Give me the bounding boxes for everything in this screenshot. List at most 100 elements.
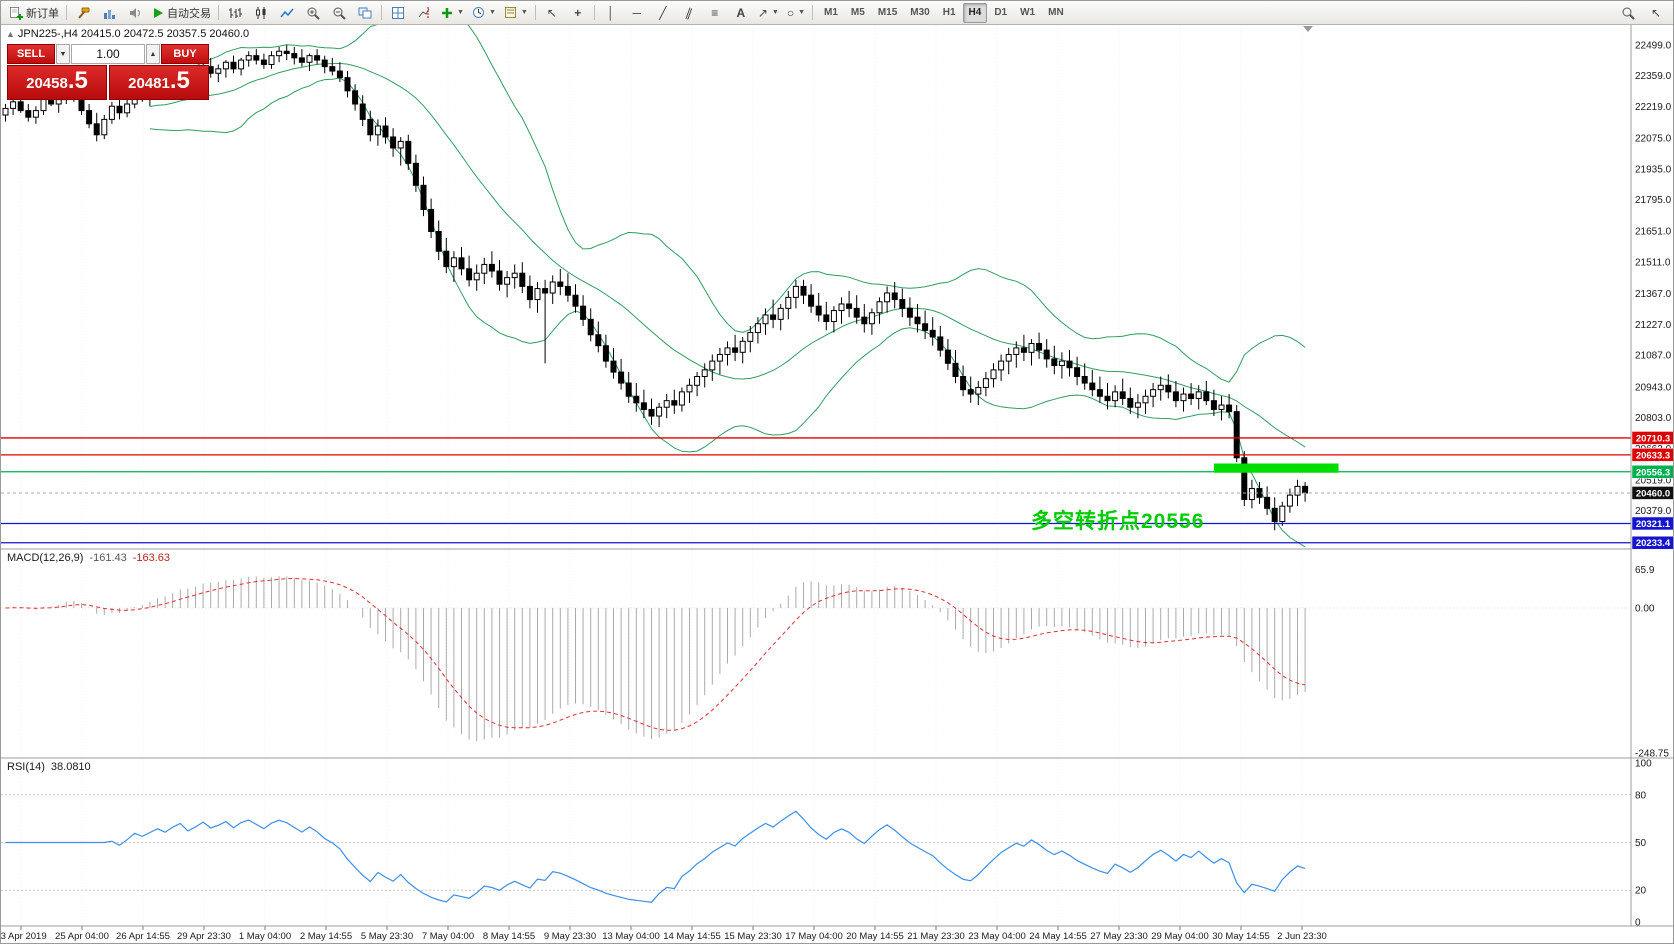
- chart-area: 23 Apr 2019 25 Apr 04:00 26 Apr 14:55 29 Ap…: [1, 25, 1674, 944]
- svg-text:20321.1: 20321.1: [1636, 519, 1671, 530]
- svg-text:50: 50: [1635, 838, 1647, 849]
- period-selector-button[interactable]: ▼: [468, 2, 500, 24]
- toolbar: 新订单 自动交易 ▼ ▼ ▼ ↖ + │ ─ ╱ ∥ ≡ A ↗ ▼ ○ ▼: [1, 1, 1673, 25]
- arrow-icon: ↗: [757, 5, 768, 20]
- volume-increase-button[interactable]: ▲: [146, 44, 160, 64]
- fibonacci-tool[interactable]: ≡: [702, 2, 728, 24]
- quote-low: 20357.5: [166, 28, 207, 40]
- vertical-line-tool[interactable]: │: [598, 2, 624, 24]
- sell-price-main: 20458: [26, 75, 68, 92]
- svg-text:17 May 04:00: 17 May 04:00: [785, 931, 843, 942]
- chart-shift-button[interactable]: [411, 2, 437, 24]
- svg-text:29 Apr 23:30: 29 Apr 23:30: [177, 931, 231, 942]
- timeframe-m5[interactable]: M5: [850, 6, 865, 18]
- collapse-arrow-icon[interactable]: ▲: [6, 29, 15, 39]
- svg-text:20633.3: 20633.3: [1636, 450, 1670, 461]
- timeframe-w1[interactable]: W1: [1020, 6, 1036, 18]
- arrange-charts-button[interactable]: [385, 2, 411, 24]
- pointer-button[interactable]: ↖: [1643, 2, 1669, 24]
- auto-trading-button[interactable]: 自动交易: [148, 2, 215, 24]
- quote-high: 20472.5: [123, 28, 164, 40]
- arrow-object-tool[interactable]: ↗ ▼: [754, 2, 783, 24]
- hammer-icon: [78, 7, 90, 19]
- vertical-line-icon: │: [607, 5, 615, 20]
- quote-open: 20415.0: [80, 28, 121, 40]
- timeframe-h1[interactable]: H1: [942, 6, 956, 18]
- grid-icon: [392, 6, 404, 19]
- svg-text:65.9: 65.9: [1635, 565, 1655, 576]
- play-icon: [154, 7, 163, 18]
- rsi-layer: [1, 794, 1631, 903]
- candles-layer: [2, 44, 1309, 531]
- tile-windows-icon: [358, 7, 372, 18]
- cursor-icon: ↖: [546, 5, 557, 20]
- macd-value-signal: -163.63: [132, 552, 171, 564]
- crosshair-tool-button[interactable]: +: [565, 2, 591, 24]
- templates-button[interactable]: ▼: [500, 2, 532, 24]
- toolbar-separator: [534, 5, 536, 20]
- bar-chart-icon: [104, 9, 115, 19]
- svg-text:20943.0: 20943.0: [1635, 382, 1672, 393]
- timeframe-d1[interactable]: D1: [994, 6, 1008, 18]
- price-chart-canvas[interactable]: 23 Apr 2019 25 Apr 04:00 26 Apr 14:55 29 Ap…: [1, 25, 1674, 944]
- text-icon: A: [736, 5, 746, 20]
- svg-text:27 May 23:30: 27 May 23:30: [1090, 931, 1148, 942]
- ohlc-bars-button[interactable]: [222, 2, 248, 24]
- tools-button[interactable]: [70, 2, 96, 24]
- ohlc-bars-icon: [229, 7, 242, 18]
- horizontal-line-tool[interactable]: ─: [624, 2, 650, 24]
- volume-decrease-button[interactable]: ▼: [56, 44, 70, 64]
- timeframe-m15[interactable]: M15: [877, 6, 898, 18]
- svg-text:80: 80: [1635, 790, 1647, 801]
- buy-button[interactable]: BUY: [161, 44, 209, 64]
- shapes-tool[interactable]: ○ ▼: [783, 2, 809, 24]
- tile-windows-button[interactable]: [352, 2, 378, 24]
- strategy-tester-button[interactable]: [96, 2, 122, 24]
- svg-text:21511.0: 21511.0: [1635, 258, 1671, 269]
- toolbar-separator: [593, 5, 595, 20]
- toolbar-separator: [812, 5, 813, 20]
- svg-text:30 May 14:55: 30 May 14:55: [1212, 931, 1270, 942]
- buy-price-display[interactable]: 20481.5: [109, 65, 209, 100]
- svg-text:22075.0: 22075.0: [1635, 134, 1672, 145]
- search-button[interactable]: [1615, 2, 1641, 24]
- new-order-button[interactable]: 新订单: [5, 2, 63, 24]
- search-icon: [1622, 7, 1635, 20]
- timeframe-mn[interactable]: MN: [1048, 6, 1064, 18]
- add-indicator-button[interactable]: ▼: [437, 2, 468, 24]
- volume-input[interactable]: 1.00: [71, 44, 145, 64]
- channel-tool[interactable]: ∥: [676, 2, 702, 24]
- toolbar-separator: [66, 5, 67, 20]
- rsi-name: RSI(14): [7, 761, 45, 773]
- channel-icon: ∥: [683, 4, 695, 21]
- toolbar-right-group: ↖: [1615, 2, 1669, 24]
- timeframe-m30[interactable]: M30: [910, 6, 930, 18]
- template-icon: [504, 7, 516, 18]
- svg-text:1 May 04:00: 1 May 04:00: [239, 931, 291, 942]
- trendline-tool[interactable]: ╱: [650, 2, 676, 24]
- timeframe-h4[interactable]: H4: [962, 2, 988, 23]
- chart-text-annotation[interactable]: 多空转折点20556: [1031, 510, 1205, 533]
- zoom-in-button[interactable]: [300, 2, 326, 24]
- sell-button[interactable]: SELL: [7, 44, 55, 64]
- line-chart-button[interactable]: [274, 2, 300, 24]
- alerts-button[interactable]: [122, 2, 148, 24]
- svg-text:100: 100: [1635, 759, 1652, 770]
- svg-text:21651.0: 21651.0: [1635, 227, 1672, 238]
- svg-text:8 May 14:55: 8 May 14:55: [483, 931, 535, 942]
- svg-text:5 May 23:30: 5 May 23:30: [361, 931, 413, 942]
- candlestick-button[interactable]: [248, 2, 274, 24]
- fibonacci-icon: ≡: [711, 5, 719, 20]
- objects-layer: [1, 26, 1631, 544]
- svg-text:20519.0: 20519.0: [1635, 475, 1672, 486]
- sell-price-display[interactable]: 20458.5: [7, 65, 107, 100]
- caret-down-icon: ▼: [457, 9, 464, 16]
- zoom-out-button[interactable]: [326, 2, 352, 24]
- axes-layer: 23 Apr 2019 25 Apr 04:00 26 Apr 14:55 29 Ap…: [1, 25, 1673, 942]
- text-tool[interactable]: A: [728, 2, 754, 24]
- svg-text:0: 0: [1635, 918, 1641, 929]
- rsi-label: RSI(14) 38.0810: [7, 761, 91, 773]
- timeframe-m1[interactable]: M1: [824, 6, 838, 18]
- cursor-tool-button[interactable]: ↖: [539, 2, 565, 24]
- caret-down-icon: ▼: [798, 9, 805, 16]
